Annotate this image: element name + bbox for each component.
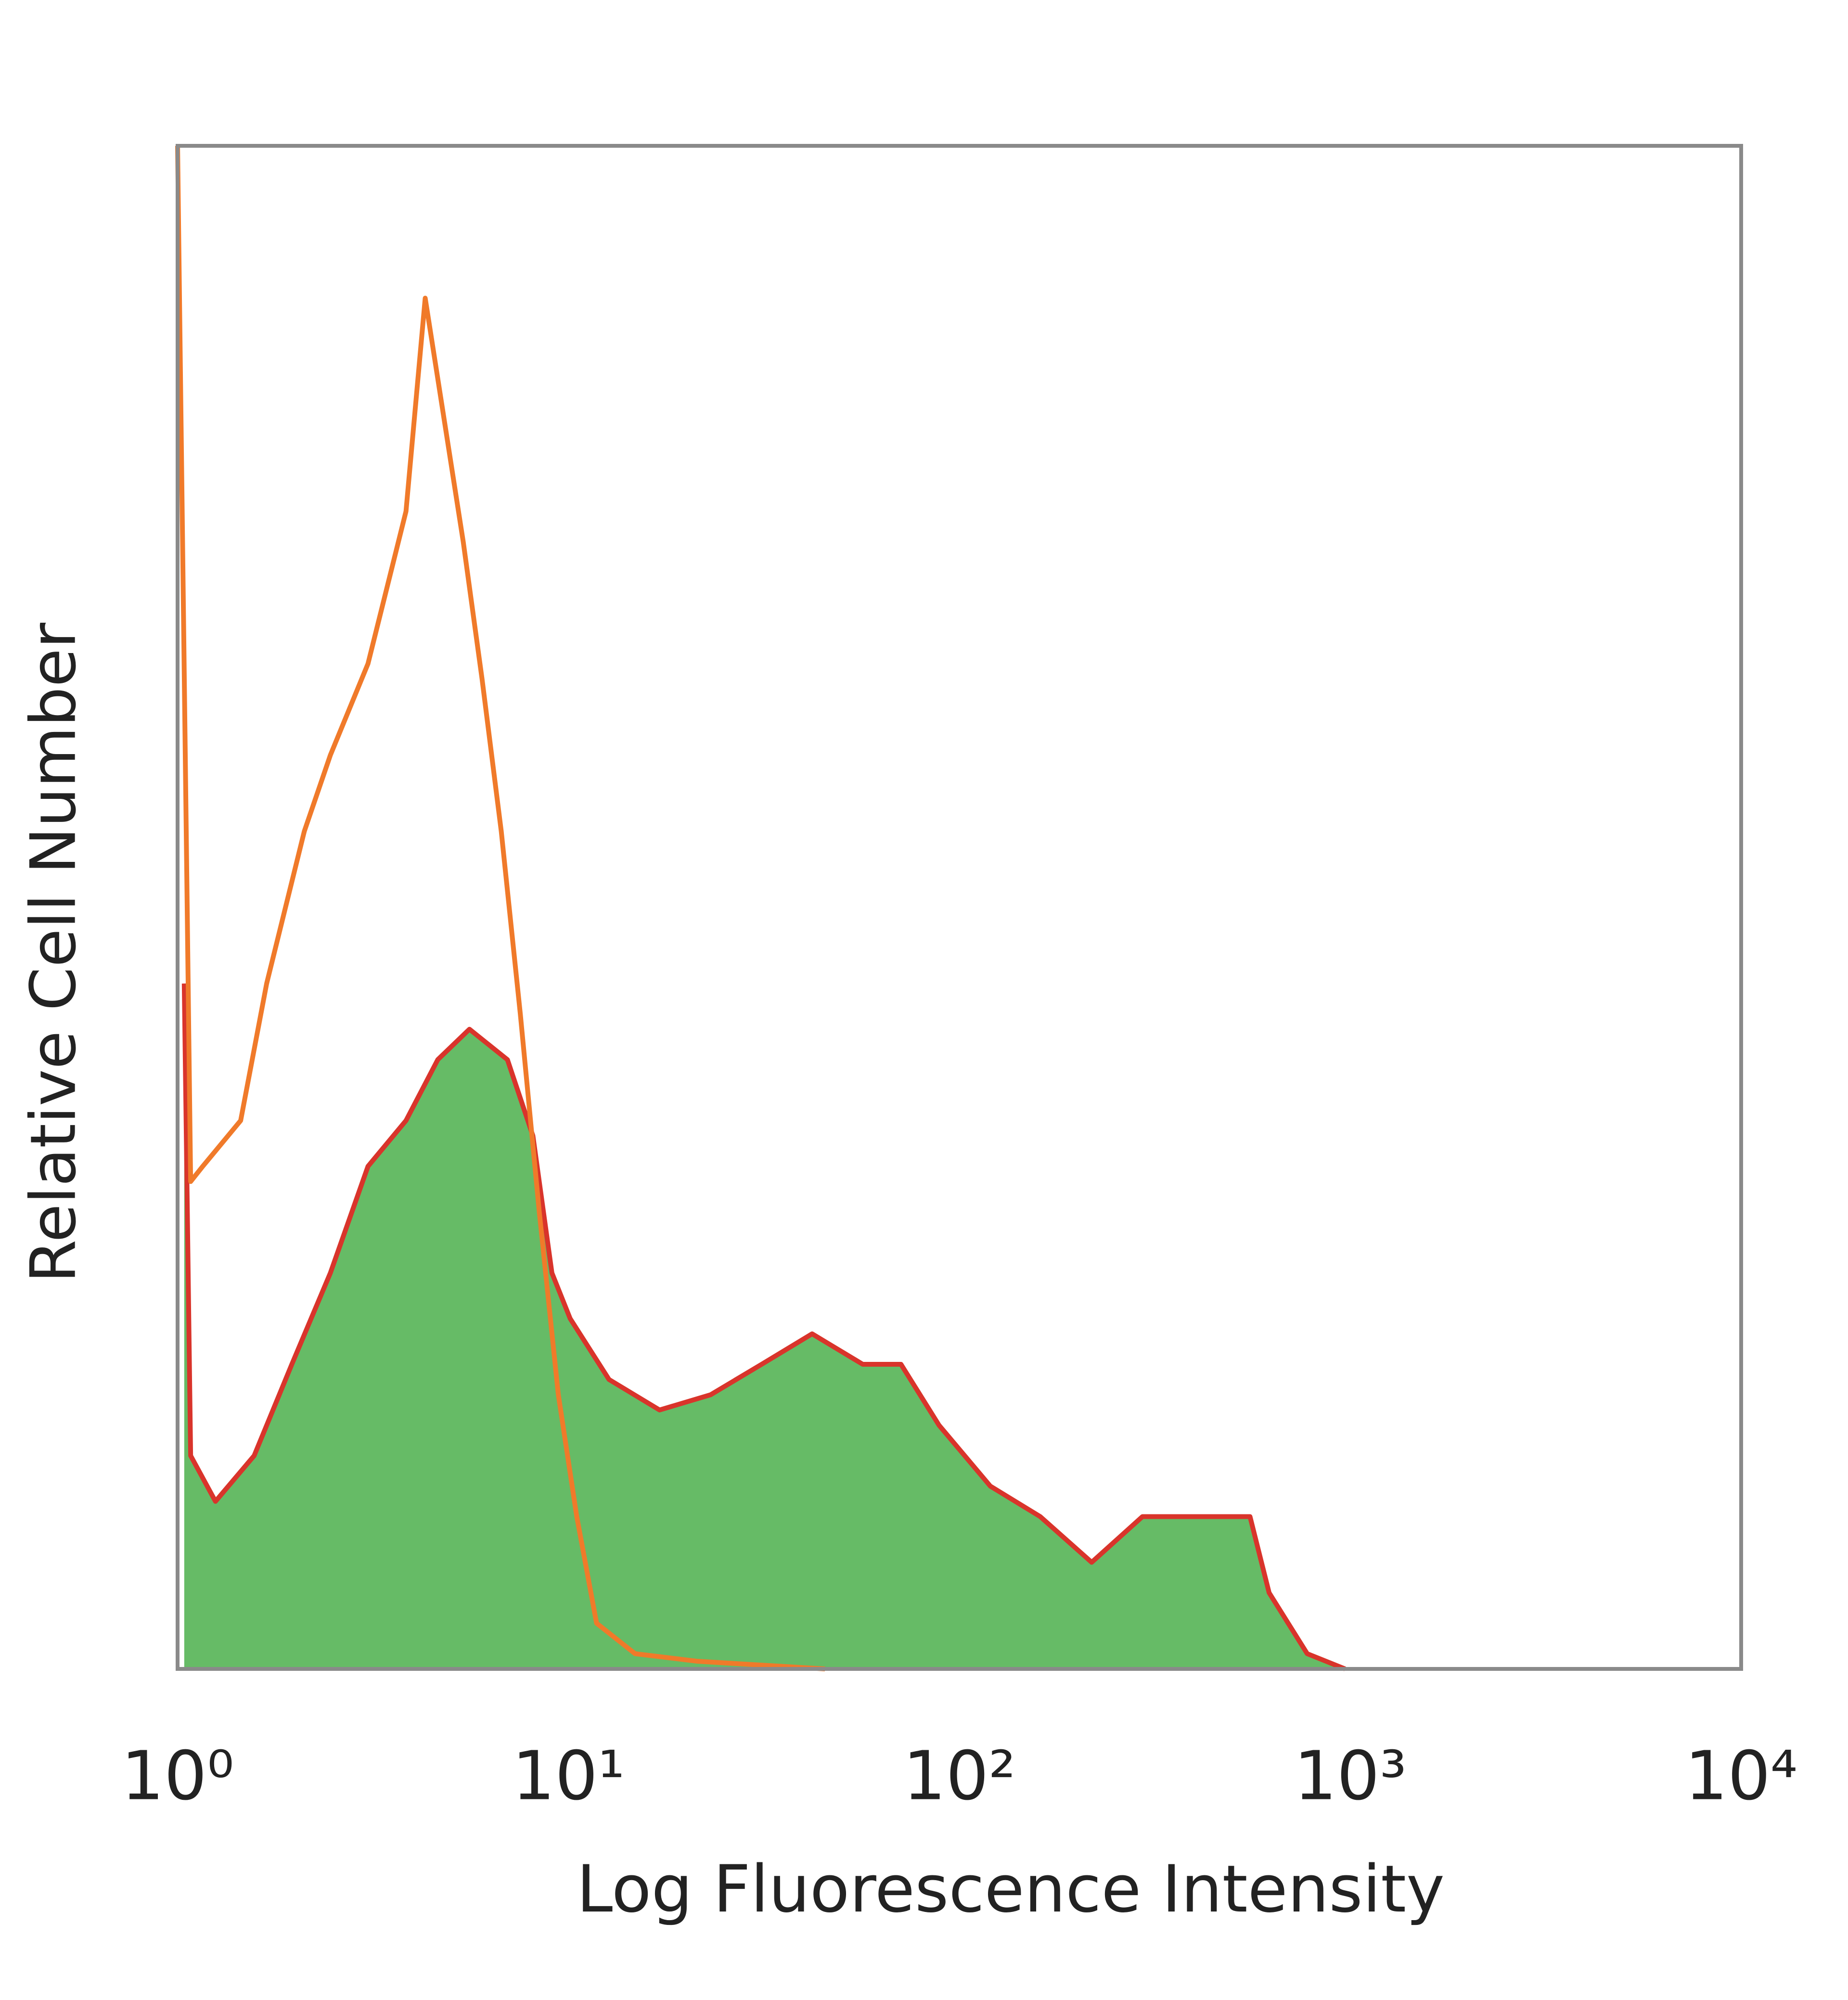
x-axis-title: Log Fluorescence Intensity [577,1851,1445,1927]
x-tick-label: 10⁴ [1685,1737,1797,1816]
x-tick-label: 10¹ [512,1737,625,1816]
x-tick-label: 10³ [1294,1737,1407,1816]
plot-frame [176,144,1743,1671]
histogram-outline [175,145,825,1671]
histogram-outline [181,983,1346,1671]
area-fill [184,983,1346,1669]
y-axis-title: Relative Cell Number [17,622,90,1283]
x-tick-label: 10² [903,1737,1015,1816]
x-tick-label: 10⁰ [121,1737,234,1816]
